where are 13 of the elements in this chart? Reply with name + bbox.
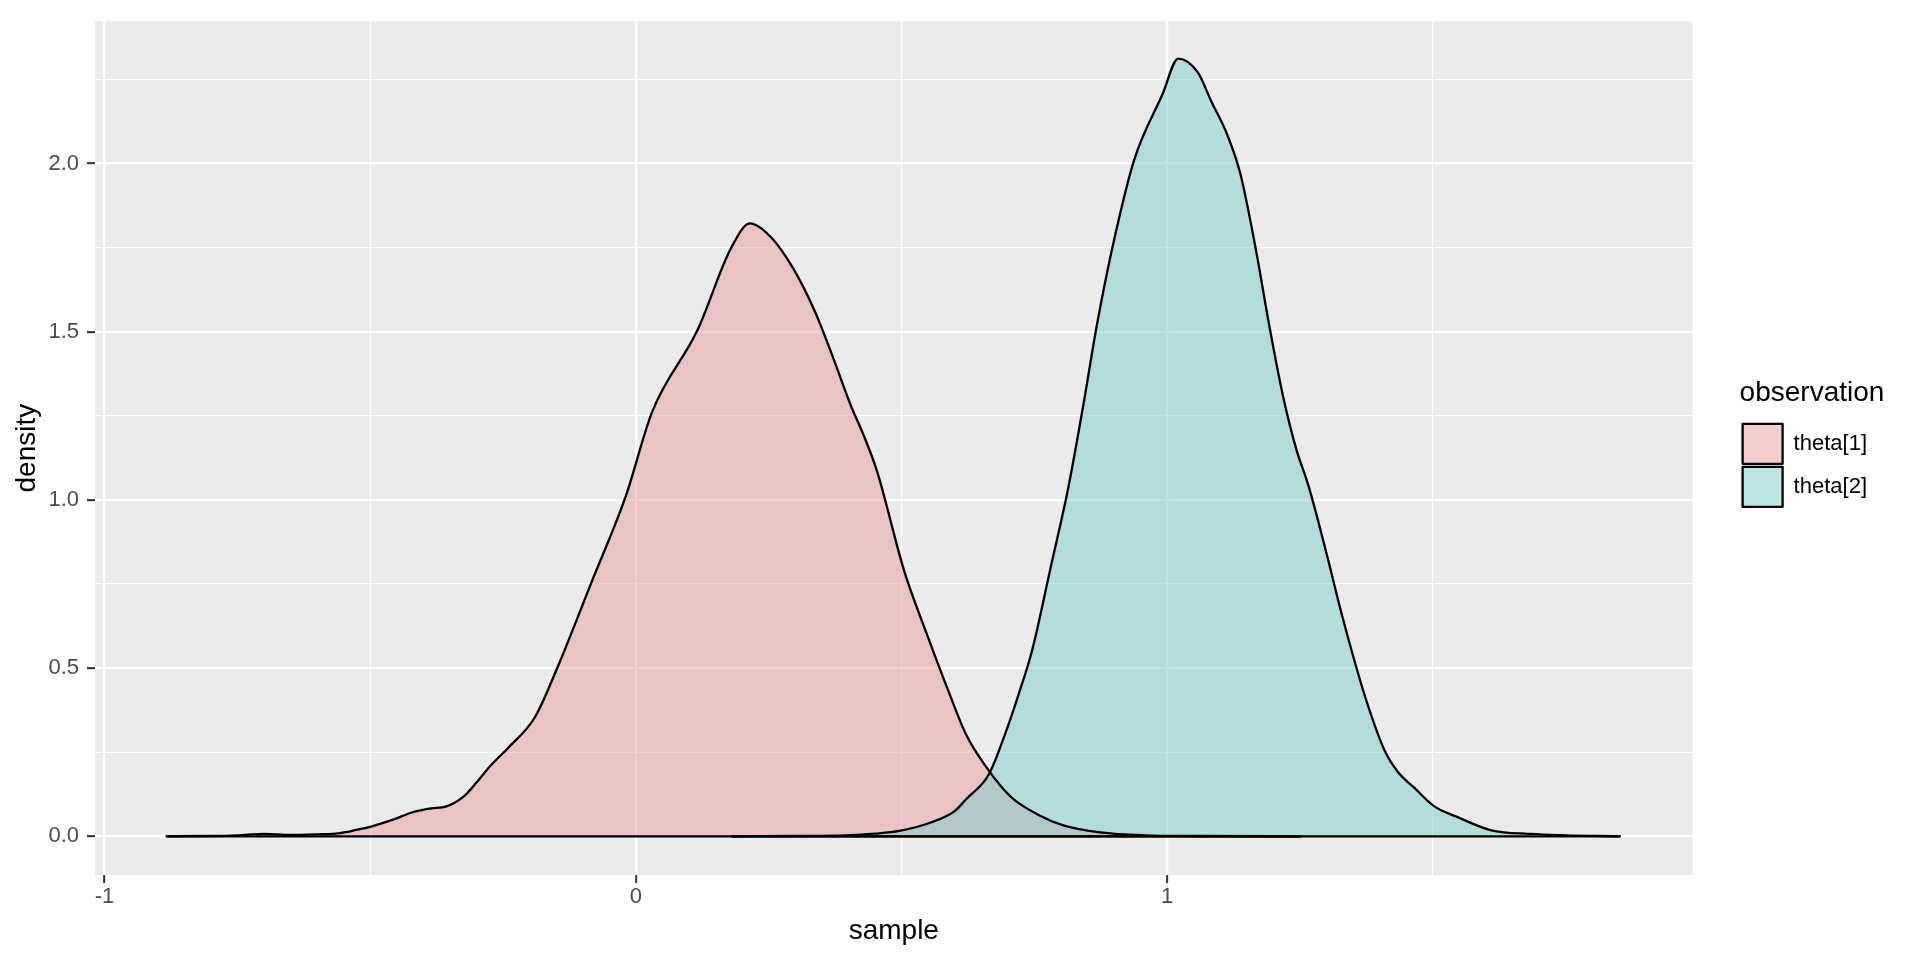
y-tick-label: 2.0	[48, 149, 79, 175]
y-tick-label: 0.0	[48, 822, 79, 848]
y-tick-label: 1.0	[48, 485, 79, 511]
x-tick-label: 1	[1161, 883, 1174, 909]
legend-label: theta[1]	[1793, 429, 1867, 455]
x-tick-label: -1	[94, 883, 115, 909]
legend-title: observation	[1739, 375, 1885, 407]
y-tick-label: 0.5	[48, 654, 79, 680]
y-axis-title: density	[9, 403, 41, 493]
y-tick-label: 1.5	[48, 317, 79, 343]
x-tick-label: 0	[629, 883, 642, 909]
x-axis-title: sample	[848, 913, 939, 945]
legend-label: theta[2]	[1793, 472, 1867, 498]
